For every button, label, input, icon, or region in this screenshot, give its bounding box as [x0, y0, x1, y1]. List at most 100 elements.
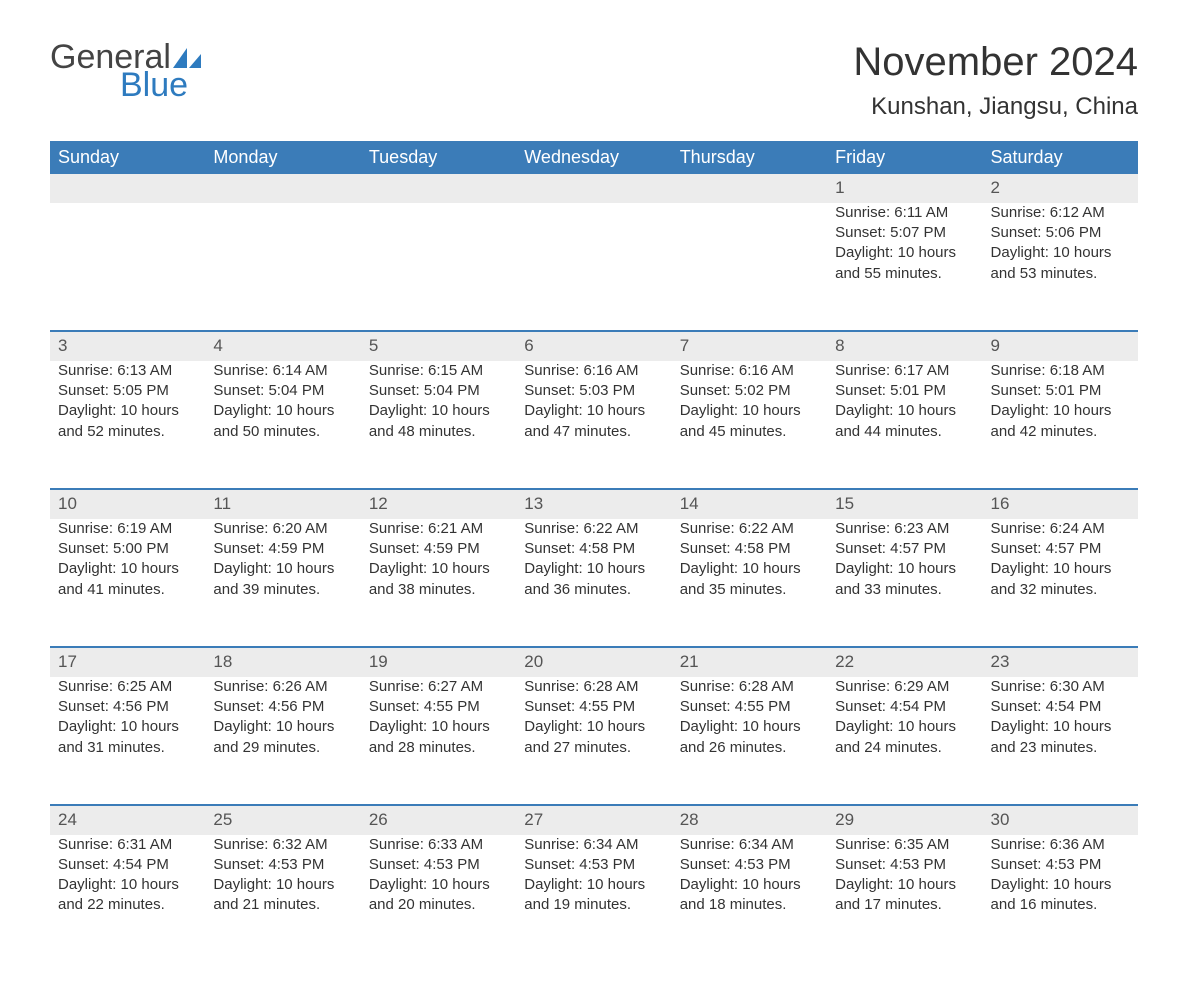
sunset-text: Sunset: 4:56 PM — [213, 697, 352, 717]
sunset-text: Sunset: 5:06 PM — [991, 223, 1130, 243]
daylight-text-2: and 32 minutes. — [991, 580, 1130, 600]
daylight-text-1: Daylight: 10 hours — [680, 875, 819, 895]
day-number-cell: 10 — [50, 489, 205, 519]
day-number-cell — [672, 174, 827, 203]
daylight-text-2: and 20 minutes. — [369, 895, 508, 915]
sunset-text: Sunset: 4:53 PM — [680, 855, 819, 875]
daylight-text-2: and 17 minutes. — [835, 895, 974, 915]
daylight-text-1: Daylight: 10 hours — [213, 401, 352, 421]
sunrise-text: Sunrise: 6:34 AM — [524, 835, 663, 855]
daylight-text-1: Daylight: 10 hours — [369, 717, 508, 737]
daylight-text-1: Daylight: 10 hours — [58, 559, 197, 579]
sunrise-text: Sunrise: 6:17 AM — [835, 361, 974, 381]
week-body-row: Sunrise: 6:13 AMSunset: 5:05 PMDaylight:… — [50, 361, 1138, 489]
daylight-text-2: and 21 minutes. — [213, 895, 352, 915]
daylight-text-1: Daylight: 10 hours — [835, 401, 974, 421]
daylight-text-2: and 35 minutes. — [680, 580, 819, 600]
sunrise-text: Sunrise: 6:14 AM — [213, 361, 352, 381]
week-number-row: 12 — [50, 174, 1138, 203]
sunrise-text: Sunrise: 6:11 AM — [835, 203, 974, 223]
col-monday: Monday — [205, 141, 360, 174]
sunrise-text: Sunrise: 6:22 AM — [680, 519, 819, 539]
sunrise-text: Sunrise: 6:15 AM — [369, 361, 508, 381]
sunset-text: Sunset: 4:58 PM — [680, 539, 819, 559]
sunrise-text: Sunrise: 6:30 AM — [991, 677, 1130, 697]
day-body-cell: Sunrise: 6:36 AMSunset: 4:53 PMDaylight:… — [983, 835, 1138, 963]
sunset-text: Sunset: 5:04 PM — [369, 381, 508, 401]
col-thursday: Thursday — [672, 141, 827, 174]
day-body-cell: Sunrise: 6:16 AMSunset: 5:02 PMDaylight:… — [672, 361, 827, 489]
week-number-row: 24252627282930 — [50, 805, 1138, 835]
daylight-text-1: Daylight: 10 hours — [369, 401, 508, 421]
daylight-text-2: and 23 minutes. — [991, 738, 1130, 758]
day-number-cell: 14 — [672, 489, 827, 519]
page-header: General Blue November 2024 Kunshan, Jian… — [50, 40, 1138, 121]
sunset-text: Sunset: 5:00 PM — [58, 539, 197, 559]
day-number-cell: 3 — [50, 331, 205, 361]
sunrise-text: Sunrise: 6:28 AM — [524, 677, 663, 697]
day-body-cell — [205, 203, 360, 331]
daylight-text-2: and 38 minutes. — [369, 580, 508, 600]
day-number-cell: 7 — [672, 331, 827, 361]
daylight-text-1: Daylight: 10 hours — [991, 717, 1130, 737]
day-body-cell: Sunrise: 6:13 AMSunset: 5:05 PMDaylight:… — [50, 361, 205, 489]
sunset-text: Sunset: 5:01 PM — [835, 381, 974, 401]
week-body-row: Sunrise: 6:31 AMSunset: 4:54 PM Daylight:… — [50, 835, 1138, 963]
day-number-cell: 25 — [205, 805, 360, 835]
day-body-cell: Sunrise: 6:30 AMSunset: 4:54 PMDaylight:… — [983, 677, 1138, 805]
daylight-text-1: Daylight: 10 hours — [58, 401, 197, 421]
day-number-cell: 18 — [205, 647, 360, 677]
day-body-cell: Sunrise: 6:12 AMSunset: 5:06 PMDaylight:… — [983, 203, 1138, 331]
sunset-text: Sunset: 4:53 PM — [991, 855, 1130, 875]
day-body-cell: Sunrise: 6:28 AMSunset: 4:55 PMDaylight:… — [672, 677, 827, 805]
week-body-row: Sunrise: 6:19 AMSunset: 5:00 PMDaylight:… — [50, 519, 1138, 647]
sunset-text: Sunset: 4:55 PM — [680, 697, 819, 717]
sunrise-text: Sunrise: 6:27 AM — [369, 677, 508, 697]
day-body-cell: Sunrise: 6:23 AMSunset: 4:57 PMDaylight:… — [827, 519, 982, 647]
daylight-text-2: and 36 minutes. — [524, 580, 663, 600]
sunrise-text: Sunrise: 6:19 AM — [58, 519, 197, 539]
month-title: November 2024 — [853, 40, 1138, 85]
daylight-text-2: and 31 minutes. — [58, 738, 197, 758]
col-friday: Friday — [827, 141, 982, 174]
sunset-text: Sunset: 4:53 PM — [835, 855, 974, 875]
sunrise-text: Sunrise: 6:25 AM — [58, 677, 197, 697]
day-number-cell: 30 — [983, 805, 1138, 835]
sunset-text: Sunset: 4:54 PM — [58, 855, 197, 875]
daylight-text-2: and 19 minutes. — [524, 895, 663, 915]
day-body-cell — [516, 203, 671, 331]
daylight-text-2: and 18 minutes. — [680, 895, 819, 915]
sail-icon — [173, 48, 201, 68]
daylight-text-1: Daylight: 10 hours — [213, 559, 352, 579]
day-body-cell: Sunrise: 6:33 AMSunset: 4:53 PMDaylight:… — [361, 835, 516, 963]
day-number-cell: 5 — [361, 331, 516, 361]
day-body-cell — [672, 203, 827, 331]
daylight-text-2: and 27 minutes. — [524, 738, 663, 758]
daylight-text-2: and 45 minutes. — [680, 422, 819, 442]
day-body-cell: Sunrise: 6:25 AMSunset: 4:56 PMDaylight:… — [50, 677, 205, 805]
day-number-cell — [50, 174, 205, 203]
sunset-text: Sunset: 4:59 PM — [369, 539, 508, 559]
daylight-text-2: and 22 minutes. — [58, 895, 197, 915]
day-number-cell: 6 — [516, 331, 671, 361]
daylight-text-2: and 39 minutes. — [213, 580, 352, 600]
daylight-text-2: and 53 minutes. — [991, 264, 1130, 284]
day-body-cell: Sunrise: 6:21 AMSunset: 4:59 PMDaylight:… — [361, 519, 516, 647]
sunrise-text: Sunrise: 6:13 AM — [58, 361, 197, 381]
daylight-text-2: and 44 minutes. — [835, 422, 974, 442]
day-number-cell: 2 — [983, 174, 1138, 203]
day-number-cell: 1 — [827, 174, 982, 203]
col-wednesday: Wednesday — [516, 141, 671, 174]
day-number-cell: 21 — [672, 647, 827, 677]
day-number-cell: 8 — [827, 331, 982, 361]
daylight-text-1: Daylight: 10 hours — [991, 401, 1130, 421]
week-number-row: 10111213141516 — [50, 489, 1138, 519]
day-body-cell: Sunrise: 6:11 AMSunset: 5:07 PMDaylight:… — [827, 203, 982, 331]
daylight-text-1: Daylight: 10 hours — [835, 243, 974, 263]
title-block: November 2024 Kunshan, Jiangsu, China — [853, 40, 1138, 121]
sunset-text: Sunset: 4:58 PM — [524, 539, 663, 559]
sunrise-text: Sunrise: 6:31 AM — [58, 835, 197, 855]
day-body-cell: Sunrise: 6:17 AMSunset: 5:01 PMDaylight:… — [827, 361, 982, 489]
daylight-text-2: and 29 minutes. — [213, 738, 352, 758]
daylight-text-1: Daylight: 10 hours — [213, 875, 352, 895]
